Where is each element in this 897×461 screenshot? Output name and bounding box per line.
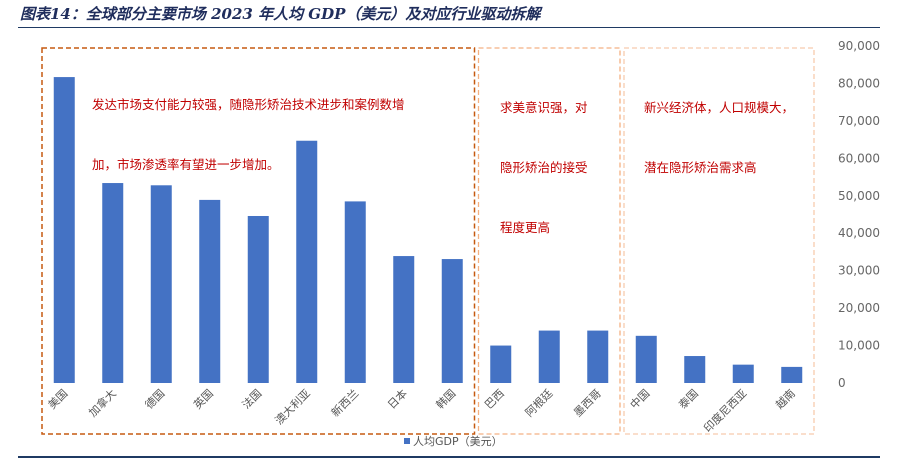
bar [538,330,560,383]
figure-header: 图表14：全球部分主要市场 2023 年人均 GDP（美元）及对应行业驱动拆解 [0,0,897,30]
x-tick-label: 德国 [142,386,167,411]
annotation-developed-markets: 发达市场支付能力较强，随隐形矫治技术进步和案例数增 加，市场渗透率有望进一步增加… [92,55,405,195]
bar [441,259,463,383]
legend-swatch [404,438,410,444]
x-tick-label: 阿根廷 [522,386,555,419]
x-tick-label: 印度尼西亚 [701,386,750,435]
x-tick-label: 中国 [628,387,653,412]
x-tick-label: 法国 [239,386,264,411]
x-tick-label: 英国 [190,386,215,411]
x-tick-label: 澳大利亚 [272,386,313,427]
footer-divider [18,456,880,458]
bar [53,77,75,383]
y-tick-label: 20,000 [838,301,880,315]
y-tick-label: 70,000 [838,114,880,128]
x-tick-label: 日本 [384,386,409,411]
x-tick-label: 越南 [772,386,797,411]
y-axis: 0 10,000 20,000 30,000 40,000 50,000 60,000 70,… [838,39,880,390]
bar [102,183,124,383]
annotation-line: 求美意识强，对 [500,100,588,115]
group-box [41,47,476,435]
annotation-line: 程度更高 [500,220,551,235]
x-tick-label: 美国 [46,387,71,412]
bar [150,185,172,383]
annotation-line: 发达市场支付能力较强，随隐形矫治技术进步和案例数增 [92,97,405,112]
bar [684,356,706,383]
bar [296,140,318,383]
x-tick-label: 加拿大 [86,386,119,419]
bar [635,335,657,383]
annotation-line: 隐形矫治的接受 [500,160,588,175]
bar [490,345,512,383]
legend: 人均GDP（美元） [404,435,503,448]
bar [199,199,221,383]
bar [393,256,415,383]
x-tick-label: 墨西哥 [571,387,604,420]
figure-title: 图表14：全球部分主要市场 2023 年人均 GDP（美元）及对应行业驱动拆解 [20,5,541,23]
annotation-latin-america: 求美意识强，对 隐形矫治的接受 程度更高 [500,58,588,258]
annotation-line: 潜在隐形矫治需求高 [644,160,757,175]
bar [344,201,366,383]
bar [732,364,754,383]
annotation-line: 新兴经济体，人口规模大， [644,100,795,115]
bar [247,215,269,383]
legend-label: 人均GDP（美元） [413,435,503,448]
bar [587,330,609,383]
x-tick-label: 巴西 [482,387,507,412]
bars [53,77,803,383]
x-tick-label: 韩国 [433,386,458,411]
y-tick-label: 90,000 [838,39,880,53]
annotation-line: 加，市场渗透率有望进一步增加。 [92,157,280,172]
group-boxes [41,47,815,435]
y-tick-label: 0 [838,376,846,390]
y-tick-label: 40,000 [838,226,880,240]
annotation-emerging-markets: 新兴经济体，人口规模大， 潜在隐形矫治需求高 [644,58,794,198]
y-tick-label: 50,000 [838,189,880,203]
y-tick-label: 10,000 [838,339,880,353]
y-tick-label: 30,000 [838,264,880,278]
x-tick-label: 泰国 [675,386,700,411]
bar [781,366,803,383]
header-divider [18,27,880,28]
y-tick-label: 60,000 [838,151,880,165]
y-tick-label: 80,000 [838,76,880,90]
x-tick-label: 新西兰 [328,386,361,419]
x-axis: 美国 加拿大 德国 英国 法国 澳大利亚 新西兰 日本 韩国 巴西 阿根廷 墨西哥 中国 泰国 印度尼西亚越… [46,386,798,435]
